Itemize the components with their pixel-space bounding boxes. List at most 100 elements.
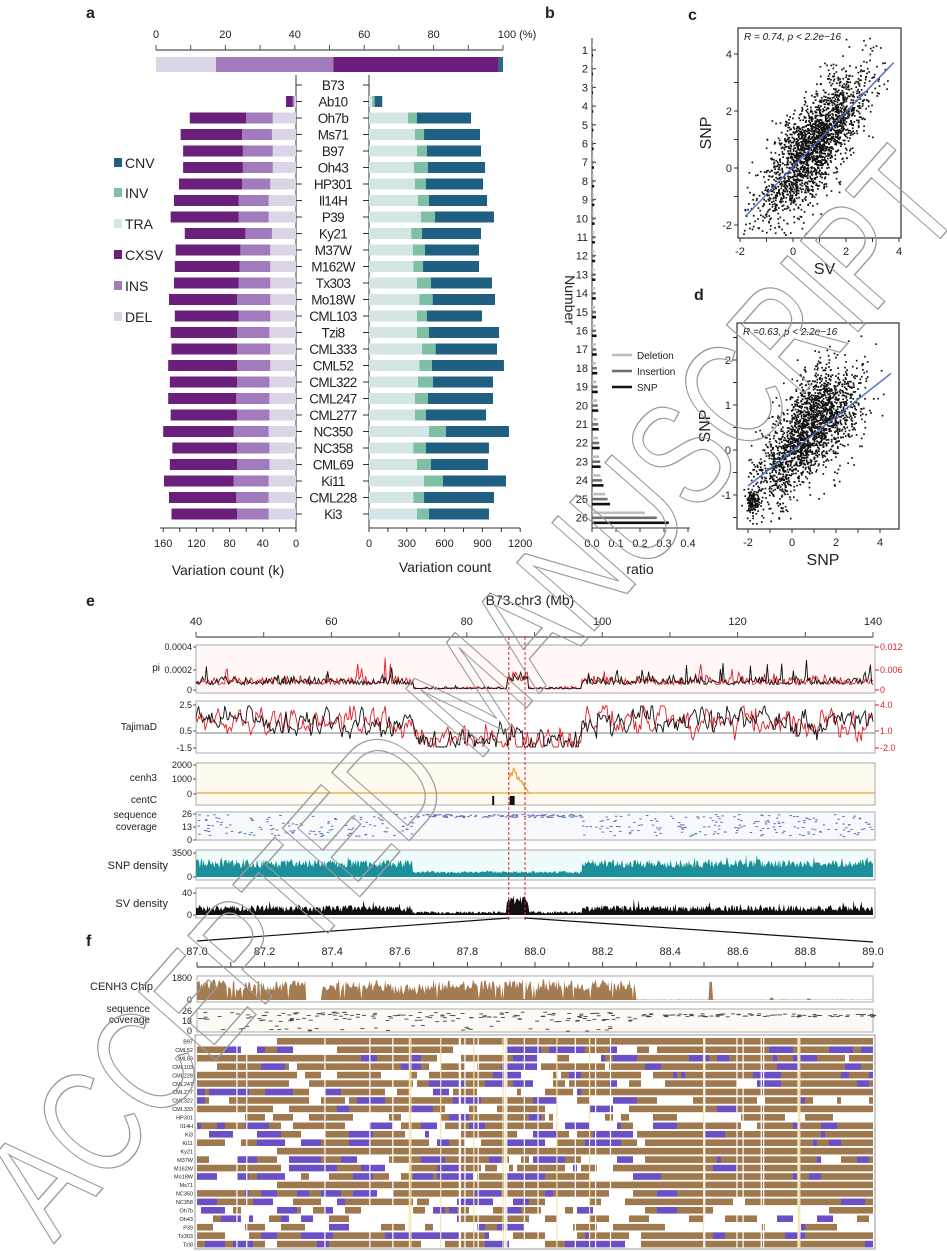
scatter-point: [844, 123, 846, 125]
scatter-point: [752, 214, 755, 217]
scatter-point: [844, 400, 847, 403]
scatter-point: [818, 154, 821, 157]
b-bar-snp: [592, 259, 596, 263]
scatter-point: [835, 106, 837, 109]
scatter-point: [811, 431, 814, 434]
bar-cnv: [422, 228, 482, 239]
scatter-point: [836, 125, 839, 128]
scatter-point: [796, 217, 799, 220]
scatter-point: [835, 82, 838, 85]
b-bar-deletion: [592, 474, 601, 477]
coverage-dot: [781, 822, 785, 824]
scatter-point: [792, 428, 794, 430]
scatter-point: [829, 100, 832, 102]
scatter-point: [827, 425, 830, 427]
scatter-point: [787, 441, 790, 444]
bar-tra: [369, 376, 419, 388]
scatter-point: [823, 144, 826, 146]
scatter-point: [790, 201, 793, 203]
scatter-point: [833, 140, 836, 143]
scatter-point: [811, 443, 814, 445]
scatter-point: [796, 477, 799, 479]
scatter-point: [778, 518, 781, 520]
scatter-point: [747, 475, 750, 478]
scatter-point: [776, 417, 779, 419]
scatter-point: [882, 62, 884, 65]
scatter-point: [819, 426, 822, 428]
scatter-point: [832, 407, 835, 410]
scatter-point: [761, 461, 763, 464]
scatter-point: [816, 148, 819, 151]
scatter-point: [790, 128, 792, 131]
scatter-point: [827, 119, 830, 122]
scatter-point: [764, 487, 767, 490]
scatter-point: [812, 418, 815, 421]
scatter-point: [801, 403, 803, 406]
scatter-point: [857, 71, 860, 74]
scatter-point: [776, 464, 779, 467]
scatter-point: [815, 115, 817, 118]
scatter-point: [785, 446, 788, 449]
scatter-point: [755, 483, 757, 485]
bar-cnv: [426, 310, 483, 322]
scatter-point: [842, 436, 844, 439]
scatter-point: [819, 169, 821, 172]
scatter-point: [804, 154, 807, 157]
scatter-point: [776, 191, 778, 194]
top-bar-segment-del: [156, 57, 217, 72]
scatter-point: [791, 157, 794, 160]
scatter-point: [803, 183, 806, 186]
scatter-point: [850, 394, 852, 397]
scatter-point: [808, 180, 811, 183]
scatter-point: [844, 119, 846, 121]
scatter-point: [836, 427, 839, 429]
scatter-point: [858, 107, 861, 109]
b-y-tick-label: 21: [576, 419, 588, 431]
scatter-point: [754, 505, 757, 508]
scatter-point: [795, 461, 798, 464]
scatter-point: [806, 177, 809, 180]
scatter-point: [782, 510, 785, 513]
scatter-frame: [736, 322, 900, 530]
scatter-point: [823, 410, 826, 413]
scatter-point: [808, 467, 810, 470]
scatter-point: [828, 148, 831, 151]
scatter-point: [788, 199, 791, 201]
scatter-point: [794, 175, 797, 178]
scatter-point: [801, 200, 804, 203]
scatter-point: [803, 459, 806, 462]
scatter-point: [814, 416, 816, 419]
scatter-point: [820, 128, 823, 131]
scatter-point: [800, 176, 803, 178]
scatter-point: [861, 413, 864, 415]
scatter-point: [765, 215, 768, 218]
scatter-point: [810, 137, 813, 139]
scatter-point: [824, 134, 827, 137]
scatter-point: [811, 136, 814, 139]
scatter-point: [765, 455, 768, 457]
scatter-point: [796, 175, 798, 178]
scatter-point: [778, 200, 781, 203]
scatter-point: [863, 85, 866, 87]
b-y-tick-label: 11: [577, 232, 588, 244]
coverage-dot: [279, 814, 282, 816]
coverage-dot: [595, 826, 598, 828]
scatter-point: [795, 451, 797, 453]
scatter-point: [786, 455, 789, 458]
scatter-point: [798, 127, 801, 130]
scatter-point: [811, 444, 814, 447]
scatter-point: [833, 129, 835, 131]
scatter-point: [777, 137, 780, 140]
scatter-point: [876, 92, 879, 94]
b-y-tick-label: 25: [576, 494, 588, 506]
scatter-point: [830, 99, 833, 102]
scatter-point: [761, 191, 764, 194]
scatter-point: [785, 480, 787, 483]
scatter-point: [822, 89, 825, 92]
scatter-point: [817, 161, 819, 164]
scatter-point: [763, 464, 766, 467]
scatter-point: [768, 185, 771, 187]
scatter-point: [811, 406, 814, 409]
scatter-point: [815, 193, 817, 196]
scatter-point: [862, 368, 864, 371]
